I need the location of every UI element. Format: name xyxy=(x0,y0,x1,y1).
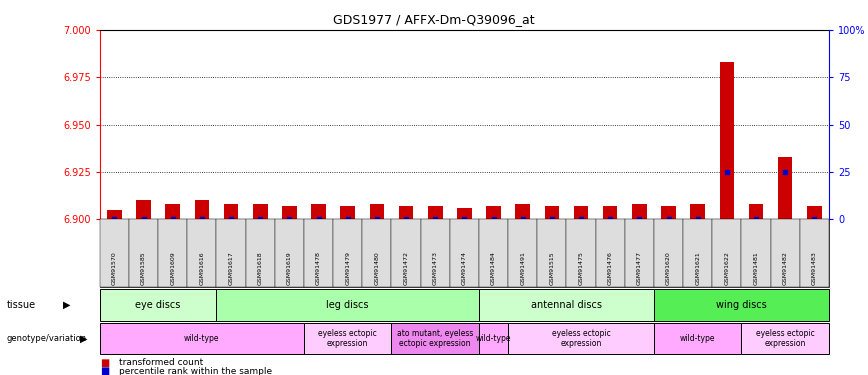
Text: eyeless ectopic
expression: eyeless ectopic expression xyxy=(319,329,377,348)
Bar xyxy=(544,206,559,219)
Text: GSM91474: GSM91474 xyxy=(462,251,467,285)
Text: GSM91481: GSM91481 xyxy=(753,252,759,285)
Text: transformed count: transformed count xyxy=(119,358,203,367)
Text: GSM91472: GSM91472 xyxy=(404,251,409,285)
Text: wild-type: wild-type xyxy=(184,334,220,343)
Text: GSM91475: GSM91475 xyxy=(579,252,583,285)
Text: GSM91585: GSM91585 xyxy=(141,252,146,285)
Bar xyxy=(486,206,501,219)
Text: GSM91483: GSM91483 xyxy=(812,252,817,285)
Text: GSM91479: GSM91479 xyxy=(345,251,350,285)
Text: GSM91618: GSM91618 xyxy=(258,252,263,285)
Bar xyxy=(312,204,326,219)
Text: eyeless ectopic
expression: eyeless ectopic expression xyxy=(756,329,814,348)
Text: GSM91622: GSM91622 xyxy=(725,252,729,285)
Text: GSM91609: GSM91609 xyxy=(170,252,175,285)
Text: ▶: ▶ xyxy=(62,300,70,310)
Text: wild-type: wild-type xyxy=(680,334,715,343)
Bar xyxy=(428,206,443,219)
Bar xyxy=(194,201,209,219)
Text: ato mutant, eyeless
ectopic expression: ato mutant, eyeless ectopic expression xyxy=(397,329,473,348)
Bar xyxy=(574,206,589,219)
Text: GSM91476: GSM91476 xyxy=(608,252,613,285)
Text: ▶: ▶ xyxy=(80,333,88,344)
Text: GSM91616: GSM91616 xyxy=(200,252,204,285)
Bar xyxy=(720,62,734,219)
Text: GSM91515: GSM91515 xyxy=(549,252,555,285)
Text: GSM91619: GSM91619 xyxy=(287,252,292,285)
Text: leg discs: leg discs xyxy=(326,300,369,310)
Bar xyxy=(603,206,617,219)
Bar xyxy=(398,206,413,219)
Bar xyxy=(778,157,792,219)
Bar xyxy=(340,206,355,219)
Bar xyxy=(749,204,763,219)
Text: eyeless ectopic
expression: eyeless ectopic expression xyxy=(552,329,610,348)
Text: GSM91484: GSM91484 xyxy=(491,252,496,285)
Text: tissue: tissue xyxy=(7,300,36,310)
Bar xyxy=(632,204,647,219)
Bar xyxy=(516,204,530,219)
Text: GSM91620: GSM91620 xyxy=(666,252,671,285)
Text: percentile rank within the sample: percentile rank within the sample xyxy=(119,367,272,375)
Text: GSM91482: GSM91482 xyxy=(783,252,787,285)
Text: ■: ■ xyxy=(100,358,109,368)
Bar xyxy=(224,204,239,219)
Bar xyxy=(457,208,471,219)
Text: antennal discs: antennal discs xyxy=(531,300,602,310)
Text: GSM91478: GSM91478 xyxy=(316,252,321,285)
Text: eye discs: eye discs xyxy=(135,300,181,310)
Text: GSM91473: GSM91473 xyxy=(433,251,437,285)
Bar xyxy=(370,204,385,219)
Text: wild-type: wild-type xyxy=(476,334,511,343)
Text: wing discs: wing discs xyxy=(716,300,766,310)
Bar xyxy=(690,204,705,219)
Text: GSM91617: GSM91617 xyxy=(228,252,233,285)
Bar xyxy=(807,206,822,219)
Bar xyxy=(136,201,151,219)
Text: GSM91621: GSM91621 xyxy=(695,252,700,285)
Text: ■: ■ xyxy=(100,366,109,375)
Bar xyxy=(253,204,267,219)
Text: GDS1977 / AFFX-Dm-Q39096_at: GDS1977 / AFFX-Dm-Q39096_at xyxy=(333,13,535,26)
Text: GSM91480: GSM91480 xyxy=(374,252,379,285)
Text: GSM91491: GSM91491 xyxy=(520,252,525,285)
Text: GSM91570: GSM91570 xyxy=(112,252,117,285)
Bar xyxy=(166,204,180,219)
Bar xyxy=(661,206,676,219)
Text: GSM91477: GSM91477 xyxy=(637,251,641,285)
Text: genotype/variation: genotype/variation xyxy=(7,334,87,343)
Bar xyxy=(107,210,122,219)
Bar xyxy=(282,206,297,219)
